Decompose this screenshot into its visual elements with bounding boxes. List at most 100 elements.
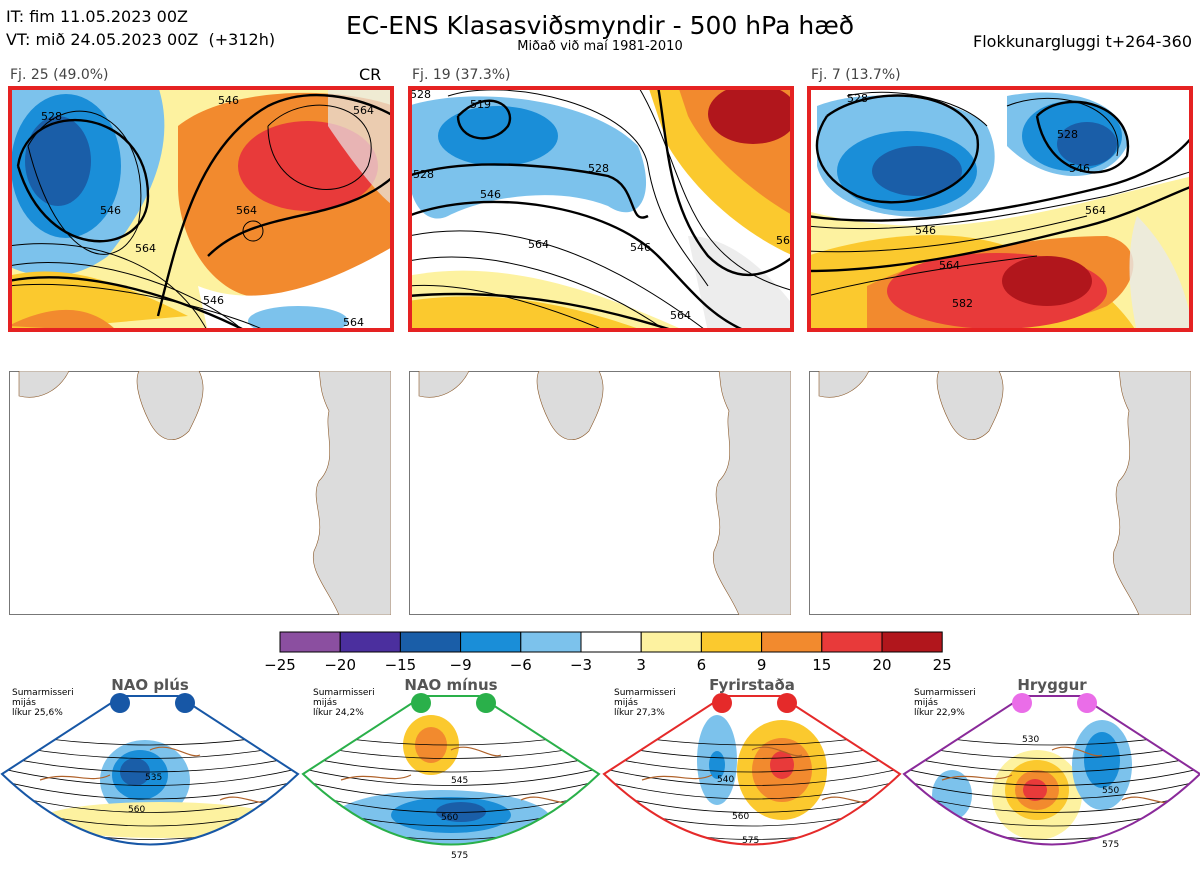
colorbar-tick-label: −20 <box>324 656 357 674</box>
anomaly-area <box>1023 779 1047 801</box>
colorbar-tick-label: −15 <box>384 656 417 674</box>
cluster-2-contour-label: 564 <box>528 238 549 251</box>
regime-marker-dot <box>476 693 496 713</box>
height-contour <box>2 765 298 786</box>
regime-info: Sumarmisseri mijás líkur 22,9% <box>914 688 976 718</box>
regime-name: Hryggur <box>1017 676 1087 694</box>
cluster-1-contour-label: 564 <box>236 204 257 217</box>
regime-frame <box>301 695 601 846</box>
colorbar-swatch <box>399 631 462 653</box>
regime-marker-dot <box>110 693 130 713</box>
regime-map: 535 560 <box>0 690 300 874</box>
height-contour <box>904 753 1200 773</box>
colorbar-swatch <box>580 631 642 653</box>
cluster-2-contour-label: 56 <box>776 234 790 247</box>
regime-frame <box>602 695 902 846</box>
height-contour <box>604 777 900 800</box>
regime-name: Fyrirstaða <box>709 676 795 694</box>
cluster-3-contour-label: 528 <box>847 92 868 105</box>
colorbar-swatch <box>761 631 823 653</box>
colorbar-tick-label: 15 <box>812 656 832 674</box>
regime-map: 530 550 575 <box>902 690 1200 874</box>
anomaly-area <box>1017 852 1047 864</box>
height-contour <box>0 850 300 870</box>
cluster-2-contour-label: 519 <box>470 98 491 111</box>
regime-marker-dot <box>1077 693 1097 713</box>
coastline <box>941 746 1183 844</box>
header-info: IT: fim 11.05.2023 00Z VT: mið 24.05.2023… <box>6 5 275 51</box>
empty-map-2 <box>409 371 791 615</box>
regime-info: Sumarmisseri mijás líkur 24,2% <box>313 688 375 718</box>
classification-window: Flokkunargluggi t+264-360 <box>973 32 1192 51</box>
height-contour <box>904 777 1200 800</box>
height-contour <box>2 777 298 800</box>
height-contour <box>604 753 900 773</box>
regime-contour-label: 575 <box>1102 840 1119 850</box>
cluster-1-label: Fj. 25 (49.0%) <box>10 67 109 83</box>
regime-frame <box>0 695 300 846</box>
regime-marker-dot <box>712 693 732 713</box>
height-contour <box>904 765 1200 786</box>
cluster-1-contour-label: 546 <box>218 94 239 107</box>
colorbar-tick-label: −3 <box>569 656 593 674</box>
cluster-2-map: 528 519 528 528 546 546 564 564 56 <box>408 86 794 332</box>
regime-contour-label: 575 <box>742 836 759 846</box>
cluster-1-contour-label: 546 <box>100 204 121 217</box>
cluster-2-contour-label: 528 <box>413 168 434 181</box>
cluster-3-label: Fj. 7 (13.7%) <box>811 67 901 83</box>
cluster-3-map: 528 528 546 564 546 564 582 <box>807 86 1193 332</box>
page-title: EC-ENS Klasasviðsmyndir - 500 hPa hæð <box>345 11 855 40</box>
cluster-1-map: 528 546 546 564 564 546 564 564 <box>8 86 394 332</box>
height-contour <box>604 765 900 786</box>
regime-map: 540 560 575 <box>602 690 902 874</box>
colorbar-tick-label: 3 <box>636 656 646 674</box>
regime-marker-dot <box>1012 693 1032 713</box>
colorbar-tick-label: 9 <box>756 656 767 674</box>
colorbar-tick-label: −25 <box>264 656 296 674</box>
cluster-3-contour-label: 528 <box>1057 128 1078 141</box>
cluster-2-label: Fj. 19 (37.3%) <box>412 67 511 83</box>
regime-frame <box>902 695 1200 846</box>
empty-map-3 <box>809 371 1191 615</box>
colorbar-swatch <box>520 631 582 653</box>
cluster-1-contour-label: 564 <box>135 242 156 255</box>
cluster-1-contour-label: 546 <box>203 294 224 307</box>
regime-name: NAO plús <box>111 676 189 694</box>
page-subtitle: Miðað við maí 1981-2010 <box>517 39 683 54</box>
colorbar-tick-label: −9 <box>449 656 472 674</box>
regime-contour-label: 530 <box>1022 735 1039 745</box>
colorbar-tick-label: −6 <box>509 656 532 674</box>
coastline <box>641 746 883 844</box>
cluster-1-contour-label: 564 <box>353 104 374 117</box>
regime-contour-label: 550 <box>1102 786 1119 796</box>
colorbar-swatch <box>640 631 702 653</box>
regime-marker-dot <box>175 693 195 713</box>
anomaly-area <box>770 751 794 779</box>
colorbar-tick-label: 25 <box>932 656 952 674</box>
colorbar <box>279 631 944 657</box>
regime-marker-dot <box>411 693 431 713</box>
height-contour <box>303 765 599 786</box>
coastline <box>340 746 582 844</box>
colorbar-swatch <box>460 631 522 653</box>
colorbar-swatch <box>339 631 401 653</box>
regime-contour-label: 560 <box>441 813 458 823</box>
cluster-2-contour-label: 546 <box>630 241 651 254</box>
cluster-3-contour-label: 546 <box>915 224 936 237</box>
height-contour <box>2 753 298 773</box>
colorbar-tick-label: 6 <box>696 656 707 674</box>
regime-contour-label: 575 <box>451 851 468 861</box>
cluster-3-contour-label: 564 <box>939 259 960 272</box>
height-contour <box>303 777 599 800</box>
height-contour <box>303 753 599 773</box>
initial-time: IT: fim 11.05.2023 00Z <box>6 7 188 26</box>
height-contour <box>902 850 1200 870</box>
regime-marker-dot <box>777 693 797 713</box>
valid-time: VT: mið 24.05.2023 00Z (+312h) <box>6 30 276 49</box>
regime-contour-label: 560 <box>128 805 145 815</box>
regime-contour-label: 535 <box>145 773 162 783</box>
cluster-3-contour-label: 546 <box>1069 162 1090 175</box>
anomaly-area <box>436 802 486 822</box>
regime-contour-label: 560 <box>732 812 749 822</box>
cluster-2-contour-label: 564 <box>670 309 691 322</box>
